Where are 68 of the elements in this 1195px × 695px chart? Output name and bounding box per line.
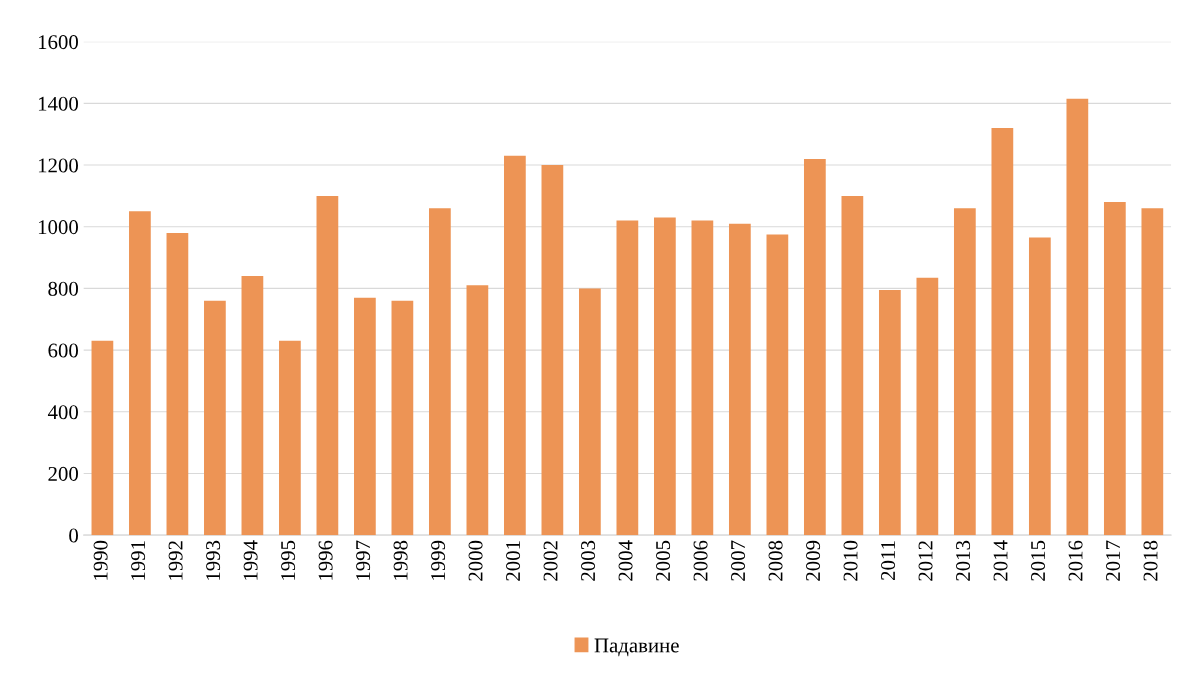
bar	[729, 223, 751, 536]
y-tick-label: 1600	[38, 35, 78, 50]
bar	[429, 208, 451, 536]
x-tick-label: 2002	[543, 541, 558, 581]
x-tick-label: 2016	[1068, 540, 1083, 581]
bar	[878, 289, 901, 536]
bar	[466, 285, 489, 536]
x-tick-label: 2006	[693, 540, 708, 581]
x-tick-label: 1999	[431, 540, 446, 580]
x-tick-label: 1992	[168, 541, 183, 580]
bar	[391, 300, 414, 536]
x-tick-label: 1990	[93, 540, 108, 580]
bar	[991, 128, 1014, 536]
x-tick-label: 1994	[243, 540, 258, 580]
bar	[803, 158, 826, 536]
bar	[691, 220, 714, 536]
x-tick-label: 1998	[393, 540, 408, 580]
y-tick-label: 1200	[38, 158, 78, 173]
bar	[916, 277, 939, 536]
x-tick-label: 2013	[956, 540, 971, 581]
bar	[1028, 237, 1051, 536]
x-tick-label: 2000	[468, 540, 483, 581]
bar	[654, 217, 676, 536]
y-tick-label: 1400	[38, 96, 78, 111]
bar	[1103, 202, 1126, 536]
bar	[204, 300, 226, 536]
y-tick-label: 0	[69, 528, 78, 543]
legend-label: Падавине	[594, 638, 679, 657]
bar	[354, 297, 376, 536]
y-tick-label: 200	[48, 466, 78, 481]
bar	[241, 276, 264, 536]
bar	[579, 288, 601, 536]
y-tick-label: 600	[48, 343, 78, 358]
x-tick-label: 2001	[506, 541, 521, 581]
x-tick-label: 1991	[131, 541, 146, 580]
x-tick-label: 2017	[1106, 540, 1121, 581]
y-tick-label: 1000	[38, 220, 78, 235]
bar	[504, 155, 526, 536]
bar	[316, 195, 339, 536]
bar	[91, 340, 114, 536]
x-tick-label: 2015	[1031, 540, 1046, 581]
x-tick-label: 2009	[806, 540, 821, 581]
bar	[766, 234, 789, 536]
bar	[841, 195, 864, 536]
x-tick-label: 2018	[1143, 540, 1158, 581]
bar	[616, 220, 639, 536]
bar	[166, 232, 189, 536]
x-tick-label: 1996	[318, 540, 333, 580]
bar	[953, 208, 976, 536]
x-tick-label: 1995	[281, 540, 296, 580]
x-tick-label: 2008	[768, 540, 783, 581]
x-tick-label: 2007	[731, 540, 746, 581]
x-tick-label: 2014	[993, 540, 1008, 581]
x-tick-label: 2011	[881, 541, 896, 580]
bar	[279, 340, 301, 536]
bar	[1066, 98, 1089, 536]
y-tick-label: 800	[48, 281, 78, 296]
x-tick-label: 2012	[918, 541, 933, 581]
x-tick-label: 1997	[356, 540, 371, 580]
bar	[129, 211, 151, 536]
bar	[1141, 208, 1164, 536]
y-tick-label: 400	[47, 405, 78, 420]
x-tick-label: 1993	[206, 540, 221, 580]
x-tick-label: 2005	[656, 540, 671, 581]
x-tick-label: 2003	[581, 540, 596, 581]
x-tick-label: 2010	[843, 540, 858, 581]
x-tick-label: 2004	[618, 540, 633, 581]
bar	[541, 165, 564, 536]
